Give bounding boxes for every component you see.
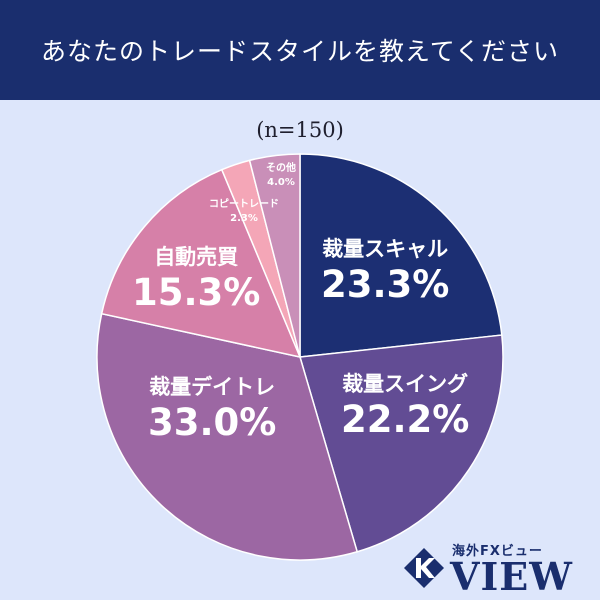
slice-label-3: 裁量デイトレ 33.0% [148,371,276,445]
slice-name-5: コピートレード [209,199,279,210]
slice-value-4: 15.3% [132,271,261,314]
brand-logo: 海外FXビュー VIEW [402,540,592,599]
header-bar: あなたのトレードスタイルを教えてください [0,0,600,100]
pie-slice-1 [299,153,503,358]
slice-name-2: 裁量スイング [342,372,469,396]
slice-label-1: 裁量スキャル 23.3% [321,233,449,307]
logo-wordmark: VIEW [450,554,573,599]
sample-size-label: (n=150) [256,118,344,142]
pie-slice-6 [248,153,301,358]
slice-value-5: 2.3% [230,213,258,224]
view-logo-icon [404,548,444,588]
slice-label-2: 裁量スイング 22.2% [341,368,469,442]
pie-slice-2 [299,334,504,553]
slice-value-6: 4.0% [267,177,295,188]
pie-slice-4 [100,168,302,359]
slice-label-5: コピートレード 2.3% [209,198,279,226]
slice-value-1: 23.3% [321,263,450,306]
logo-subtitle: 海外FXビュー [452,544,543,559]
slice-name-3: 裁量デイトレ [149,375,276,399]
slice-name-6: その他 [266,163,296,174]
slice-label-6: その他 4.0% [266,162,296,190]
slice-name-1: 裁量スキャル [322,237,449,261]
slice-value-2: 22.2% [341,398,470,441]
slice-value-3: 33.0% [148,401,277,444]
pie-slice-3 [96,312,359,561]
slice-label-4: 自動売買 15.3% [132,241,260,315]
chart-title: あなたのトレードスタイルを教えてください [40,37,559,66]
slice-name-4: 自動売買 [154,245,239,269]
